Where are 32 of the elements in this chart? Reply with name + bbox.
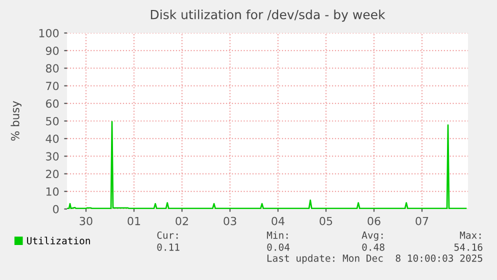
text: Max:	[460, 232, 481, 239]
y-tick-label: 80	[46, 64, 59, 73]
x-tick-label: 01	[128, 216, 140, 226]
text: 0.11	[157, 243, 180, 251]
y-tick-label: 60	[46, 99, 59, 108]
text: 0.48	[362, 243, 384, 251]
x-tick-label: 03	[224, 216, 236, 226]
text: Min:	[266, 231, 288, 239]
x-tick-label: 06	[368, 216, 380, 226]
x-tick-label: 05	[320, 216, 332, 226]
text: 0.04	[267, 243, 290, 251]
y-tick-label: 0	[53, 204, 59, 214]
text: Avg:	[362, 232, 383, 241]
y-tick-label: 40	[46, 134, 59, 143]
legend-label: Utilization	[27, 236, 90, 244]
y-tick-label: 50	[46, 116, 59, 126]
x-tick-label: 07	[416, 216, 428, 226]
y-tick-label: 100	[39, 28, 59, 38]
line-series	[67, 121, 467, 209]
x-tick-label: 30	[80, 216, 92, 226]
text: Last update: Mon Dec 8 10:00:03 2025	[267, 254, 482, 264]
text: 54.16	[454, 243, 482, 251]
x-tick-label: 04	[272, 216, 284, 226]
y-tick-label: 90	[46, 46, 59, 55]
y-tick-label: 10	[46, 187, 59, 196]
chart-title: Disk utilization for /dev/sda - by week	[150, 10, 386, 22]
y-tick-label: 70	[46, 82, 59, 90]
x-tick-label: 02	[176, 216, 188, 226]
y-axis-title: % busy	[10, 101, 22, 141]
y-tick-label: 30	[46, 152, 59, 161]
text: Cur:	[157, 231, 178, 239]
y-tick-label: 20	[46, 170, 59, 178]
